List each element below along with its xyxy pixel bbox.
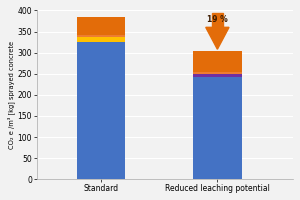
Bar — [76, 42, 125, 179]
Bar — [76, 37, 125, 42]
Bar — [76, 35, 125, 37]
Text: 19 %: 19 % — [207, 15, 228, 24]
Polygon shape — [212, 13, 223, 27]
Bar — [193, 72, 242, 74]
Bar — [193, 74, 242, 77]
Polygon shape — [206, 27, 229, 49]
Y-axis label: CO₂ e /m³ [kg] sprayed concrete: CO₂ e /m³ [kg] sprayed concrete — [7, 41, 15, 149]
Bar — [76, 17, 125, 35]
Bar — [193, 77, 242, 179]
Bar — [193, 51, 242, 72]
